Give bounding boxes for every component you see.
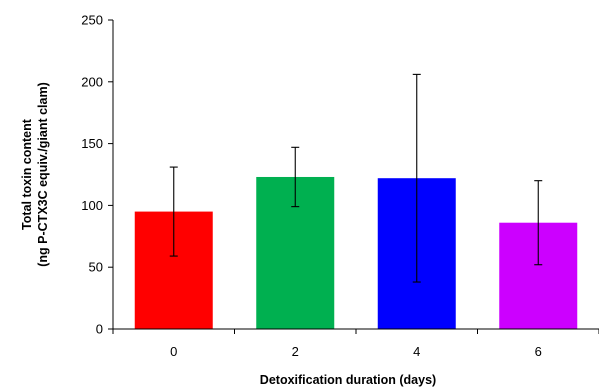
x-tick-label: 6 [535, 344, 542, 359]
y-tick-label: 100 [81, 198, 103, 213]
x-tick-label: 0 [170, 344, 177, 359]
y-tick-label: 250 [81, 13, 103, 28]
y-tick-label: 50 [89, 260, 103, 275]
x-tick-label: 4 [413, 344, 420, 359]
y-axis-title-line1: Total toxin content [20, 118, 34, 230]
y-tick-label: 200 [81, 74, 103, 89]
bars-layer [134, 176, 578, 329]
x-tick-label: 2 [292, 344, 299, 359]
y-ticks: 0 50 100 150 200 250 [81, 13, 113, 337]
y-tick-label: 0 [96, 322, 103, 337]
error-bars-layer [169, 73, 543, 283]
y-tick-label: 150 [81, 136, 103, 151]
x-ticks: 0 2 4 6 [170, 329, 599, 359]
y-axis-title-line2: (ng P-CTX3C equiv./giant clam) [36, 82, 50, 267]
y-axis-title: Total toxin content (ng P-CTX3C equiv./g… [20, 82, 50, 267]
x-axis-title: Detoxification duration (days) [260, 373, 436, 387]
